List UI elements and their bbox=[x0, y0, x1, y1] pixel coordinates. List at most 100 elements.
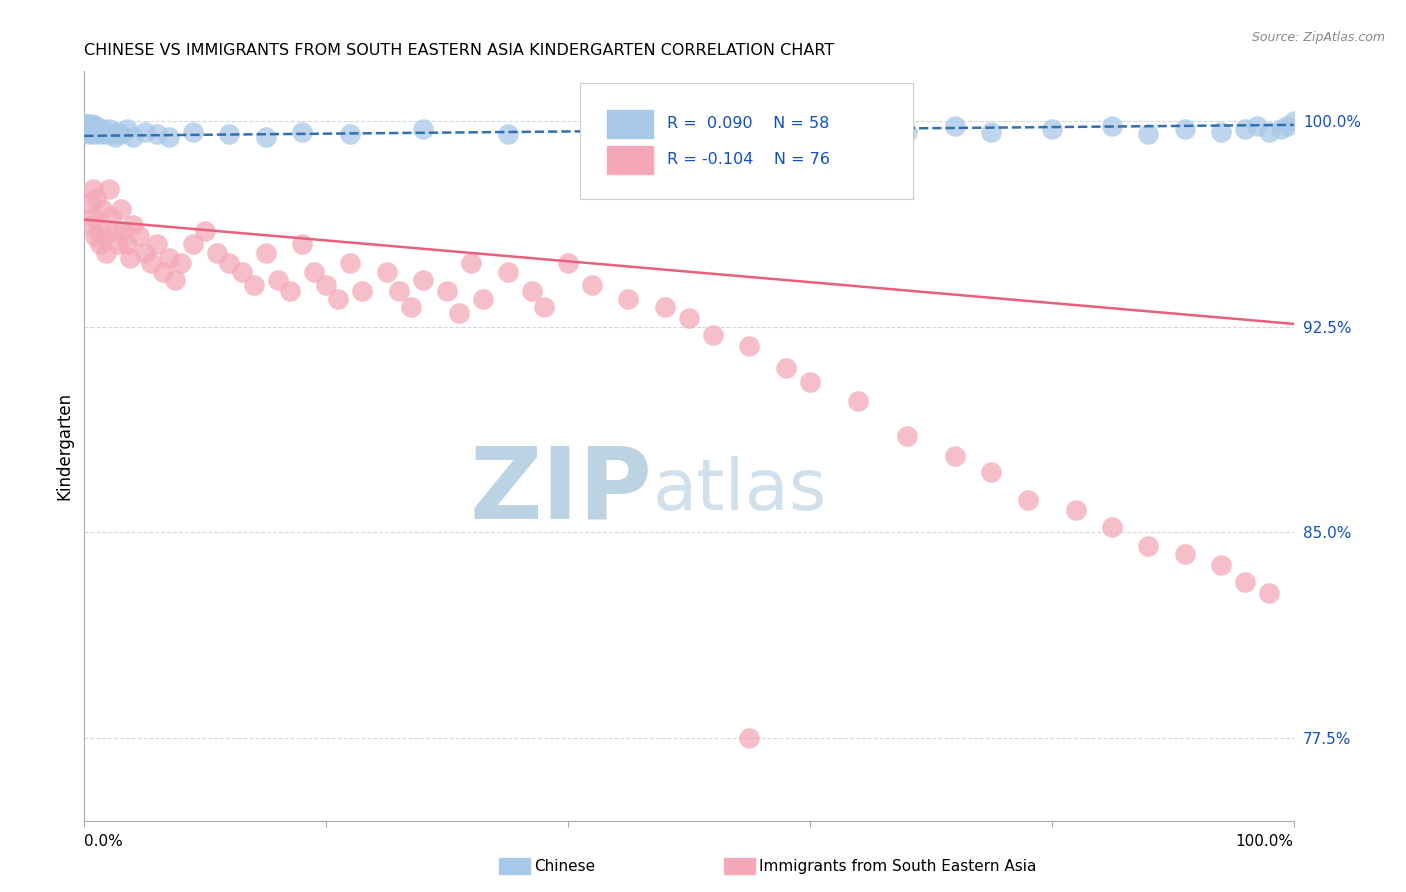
Point bbox=[738, 731, 761, 746]
Point bbox=[702, 327, 724, 342]
Point bbox=[254, 130, 277, 145]
Point bbox=[1137, 539, 1160, 553]
Point bbox=[89, 128, 111, 142]
Point bbox=[339, 256, 361, 270]
Point bbox=[170, 256, 193, 270]
Point bbox=[93, 125, 115, 139]
Point bbox=[82, 125, 104, 139]
Point bbox=[77, 125, 100, 139]
Point bbox=[76, 116, 98, 130]
Point bbox=[1137, 128, 1160, 142]
Point bbox=[84, 125, 107, 139]
Point bbox=[496, 265, 519, 279]
Point bbox=[152, 265, 174, 279]
Point bbox=[100, 210, 122, 224]
Point bbox=[77, 116, 100, 130]
Point bbox=[91, 202, 114, 216]
Point bbox=[1174, 122, 1197, 136]
Point bbox=[107, 237, 129, 252]
Point bbox=[89, 237, 111, 252]
Point bbox=[75, 120, 97, 134]
Point bbox=[146, 237, 169, 252]
Point bbox=[77, 128, 100, 142]
Point bbox=[79, 120, 101, 134]
Point bbox=[1277, 120, 1299, 134]
Point bbox=[617, 292, 640, 306]
Point bbox=[980, 125, 1002, 139]
Point bbox=[315, 278, 337, 293]
Point bbox=[194, 223, 217, 237]
Text: ZIP: ZIP bbox=[470, 442, 652, 540]
Point bbox=[1101, 120, 1123, 134]
Point bbox=[91, 122, 114, 136]
Point bbox=[943, 449, 966, 463]
Point bbox=[1246, 120, 1268, 134]
Text: R =  0.090    N = 58: R = 0.090 N = 58 bbox=[668, 116, 830, 131]
Point bbox=[134, 125, 156, 139]
Point bbox=[291, 237, 314, 252]
Point bbox=[1209, 125, 1232, 139]
Point bbox=[121, 218, 143, 232]
Point bbox=[449, 306, 471, 320]
Point bbox=[115, 122, 138, 136]
Point bbox=[121, 130, 143, 145]
Point bbox=[218, 128, 240, 142]
Point bbox=[77, 122, 100, 136]
Point bbox=[352, 284, 374, 298]
Point bbox=[115, 237, 138, 252]
Point bbox=[943, 120, 966, 134]
Point bbox=[799, 375, 821, 389]
Point bbox=[146, 128, 169, 142]
Point bbox=[1258, 125, 1281, 139]
Point bbox=[104, 223, 127, 237]
FancyBboxPatch shape bbox=[607, 145, 652, 174]
Point bbox=[104, 130, 127, 145]
Point bbox=[94, 128, 117, 142]
Point bbox=[1174, 548, 1197, 562]
Point bbox=[110, 128, 132, 142]
Point bbox=[110, 202, 132, 216]
Point bbox=[76, 122, 98, 136]
Point bbox=[339, 128, 361, 142]
Point bbox=[302, 265, 325, 279]
Point bbox=[165, 273, 187, 287]
Point bbox=[94, 245, 117, 260]
Point bbox=[84, 229, 107, 244]
Point bbox=[80, 122, 103, 136]
Point bbox=[120, 251, 142, 265]
Text: Source: ZipAtlas.com: Source: ZipAtlas.com bbox=[1251, 31, 1385, 45]
Point bbox=[1234, 122, 1257, 136]
Point bbox=[738, 128, 761, 142]
Point bbox=[79, 196, 101, 211]
Point bbox=[520, 284, 543, 298]
FancyBboxPatch shape bbox=[581, 83, 912, 199]
Point bbox=[375, 265, 398, 279]
Text: 0.0%: 0.0% bbox=[84, 834, 124, 849]
Point bbox=[896, 429, 918, 443]
Point bbox=[86, 120, 108, 134]
Point bbox=[1282, 113, 1305, 128]
Point bbox=[254, 245, 277, 260]
Point bbox=[472, 292, 495, 306]
Point bbox=[399, 301, 422, 315]
Point bbox=[181, 237, 204, 252]
Point bbox=[86, 191, 108, 205]
Point bbox=[97, 182, 120, 196]
Point bbox=[436, 284, 458, 298]
Point bbox=[112, 223, 135, 237]
Point bbox=[97, 122, 120, 136]
Point bbox=[107, 125, 129, 139]
Point bbox=[388, 284, 411, 298]
Point bbox=[678, 311, 700, 326]
Text: CHINESE VS IMMIGRANTS FROM SOUTH EASTERN ASIA KINDERGARTEN CORRELATION CHART: CHINESE VS IMMIGRANTS FROM SOUTH EASTERN… bbox=[84, 43, 835, 58]
Point bbox=[460, 256, 482, 270]
Point bbox=[83, 210, 105, 224]
Point bbox=[823, 122, 845, 136]
Text: Chinese: Chinese bbox=[534, 859, 595, 873]
Point bbox=[1040, 122, 1063, 136]
Point bbox=[846, 393, 869, 408]
Point bbox=[207, 245, 229, 260]
Point bbox=[1064, 503, 1087, 517]
Point bbox=[328, 292, 350, 306]
Point bbox=[1234, 574, 1257, 589]
